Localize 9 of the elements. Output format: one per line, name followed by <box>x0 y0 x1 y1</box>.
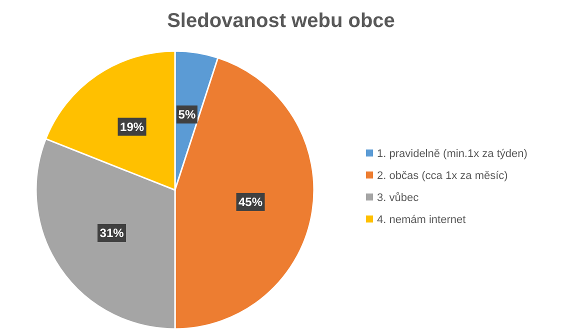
data-label: 5% <box>178 108 196 122</box>
data-label: 45% <box>238 195 263 210</box>
legend-label: 3. vůbec <box>377 192 420 204</box>
data-label: 19% <box>120 120 144 134</box>
legend-label: 1. pravidelně (min.1x za týden) <box>377 148 528 160</box>
data-label: 31% <box>100 226 124 240</box>
legend-label: 2. občas (cca 1x za měsíc) <box>377 170 508 182</box>
legend-label: 4. nemám internet <box>377 214 466 226</box>
chart-title: Sledovanost webu obce <box>167 10 395 32</box>
